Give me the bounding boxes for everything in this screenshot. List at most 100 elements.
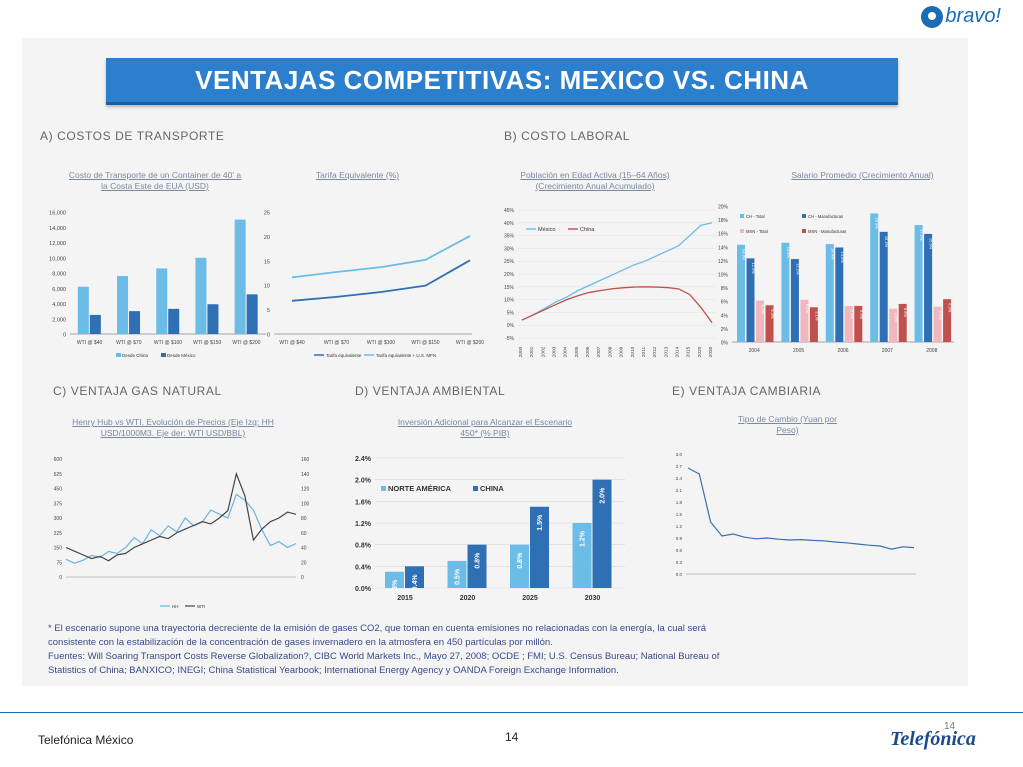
c-ytick-right: 160 [301,457,310,463]
a1-bar [195,257,207,334]
chart-title-b1: Población en Edad Activa (15–64 Años) (C… [520,170,670,191]
b2-bar [924,233,933,342]
a2-ytick: 20 [264,235,270,241]
a1-ytick: 14,000 [49,226,66,232]
b2-legend-label: MXN - Manufacturas [808,229,846,234]
a1-bar [207,304,219,334]
a1-bar [234,219,246,334]
e-ytick: 3.0 [676,452,683,457]
d-bar [592,479,612,588]
b2-bar [854,305,863,342]
b2-legend-swatch [740,229,744,233]
slide-panel [22,38,968,686]
d-ytick: 2.4% [355,456,372,463]
e-ytick: 2.4 [676,476,683,481]
c-ytick-right: 60 [301,531,307,537]
b2-ytick: 10% [718,273,729,279]
d-bar-label: 0.5% [455,568,462,585]
c-ytick-right: 140 [301,472,310,478]
d-bar [530,506,549,588]
b2-legend-swatch [802,229,806,233]
e-ytick: 0.6 [676,548,683,553]
c-line [65,471,297,562]
d-bar [405,566,424,588]
d-xtick: 2030 [585,595,601,602]
b2-bar-label: 6.3% [948,303,953,313]
b1-xtick: 2009 [619,346,625,357]
c-ytick-right: 120 [301,487,310,493]
d-xtick: 2015 [397,595,413,602]
a1-bar [156,268,168,334]
b2-bar-label: 14.4% [830,248,835,260]
c-ytick-right: 80 [301,516,307,522]
e-ytick: 1.8 [676,500,683,505]
b2-bar [914,225,923,342]
d-ytick: 1.6% [355,499,372,506]
e-ytick: 1.5 [676,512,683,517]
a1-xtick: WTI @ $150 [193,340,221,346]
b2-legend-label: CH - Total [746,214,765,219]
b1-ytick: 25% [504,259,515,265]
d-bar-label: 0.8% [517,552,524,569]
a1-ytick: 0 [63,333,66,339]
b2-bar [737,244,745,342]
brand-name: bravo! [945,5,1001,27]
a1-bar [129,311,141,334]
b2-bar [870,213,879,342]
a1-legend-label: Desde México [167,353,196,358]
b2-bar-label: 12.2% [795,263,800,275]
d-legend-label: NORTE AMÉRICA [388,484,452,493]
d-bar [572,523,592,588]
footnote-line-4: Statistics of China; BANXICO; INEGI; Chi… [48,665,619,676]
chart-gas-prices: 0 75 150 225 300 375 450 525 600 0 20 40 60 80 100 120 1… [54,457,310,609]
page-title: VENTAJAS COMPETITIVAS: MEXICO VS. CHINA [195,64,809,95]
d-legend-swatch [381,486,386,491]
a1-legend-swatch [161,353,166,357]
c-legend-label: HH [172,604,179,609]
footnote-line-3: Fuentes: Will Soaring Transport Costs Re… [48,651,720,662]
a2-ytick: 5 [267,308,270,314]
b2-ytick: 20% [718,205,729,211]
chart-transport-cost: 0 2,000 4,000 6,000 8,000 10,000 12,000 14,000 1… [49,211,266,358]
c-ytick-left: 300 [54,516,63,522]
c-ytick-left: 150 [54,546,63,552]
a2-ytick: 10 [264,284,270,290]
b2-ytick: 18% [718,218,729,224]
b2-xtick: 2006 [837,348,848,354]
b1-ytick: 15% [504,285,515,291]
bravo-logo: bravo! [921,5,1001,28]
b2-xtick: 2008 [926,348,937,354]
b1-xtick: 2015 [686,346,692,357]
b2-bar-label: 6.2% [805,304,810,314]
b2-ytick: 4% [721,313,729,319]
a2-legend-label: Tarifa equivalente + U.S. MFN [376,353,436,358]
section-title-a: A) COSTOS DE TRANSPORTE [40,129,225,143]
c-ytick-left: 450 [54,487,63,493]
chart-title-e: Tipo de Cambio (Yuan por Peso) [738,414,837,435]
b2-bar [765,305,774,342]
d-bar [447,560,467,588]
b2-ytick: 16% [718,232,729,238]
c-ytick-right: 0 [301,575,304,581]
a1-bar [246,294,258,334]
b2-xtick: 2005 [793,348,804,354]
chart-equivalent-tariff: 0 5 10 15 20 25 WTI @ $40 WTI @ $70 WTI @ $100 WT… [264,211,484,359]
b2-xtick: 2004 [749,348,760,354]
b1-line [521,222,713,321]
chart-average-salary: 0% 2% 4% 6% 8% 10% 12% 14% 16% 18% 20% 14.3% 12.3% 6.… [718,205,954,354]
b1-ytick: 30% [504,246,515,252]
b1-ytick: 20% [504,272,515,278]
b2-bar-label: 17.2% [919,229,924,241]
d-xtick: 2025 [522,595,538,602]
b1-xtick: 2008 [607,346,613,357]
b2-bar [835,247,844,342]
a1-xtick: WTI @ $200 [232,340,260,346]
b2-legend-label: MXN - Total [746,229,768,234]
a1-bar [117,276,129,334]
b2-bar-label: 13.9% [840,251,845,263]
b2-bar [825,244,834,342]
pin-icon [921,5,944,28]
b2-bar-label: 18.9% [875,217,880,229]
chart-title-b2: Salario Promedio (Crecimiento Anual) [791,170,934,180]
a2-legend-label: Tarifa equivalente [326,353,362,358]
